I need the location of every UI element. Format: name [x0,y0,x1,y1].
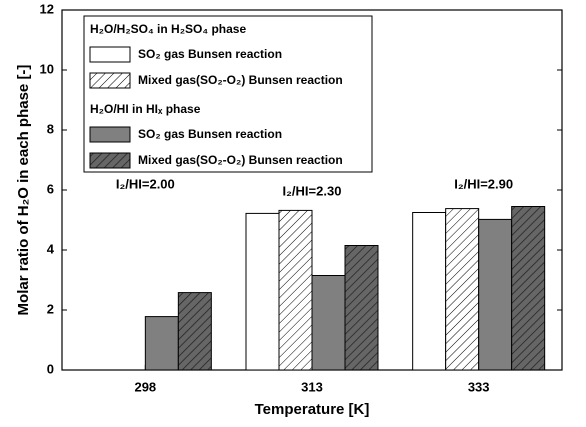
legend-swatch [89,46,131,63]
bar [311,275,346,371]
bar [412,212,447,371]
y-tick-label: 6 [47,181,54,196]
x-axis-title: Temperature [K] [255,401,370,418]
legend-label: SO₂ gas Bunsen reaction [138,47,282,61]
y-axis-title: Molar ratio of H₂O in each phase [-] [15,65,32,316]
legend-group-title: H₂O/H₂SO₄ in H₂SO₄ phase [90,22,246,36]
x-tick-label: 298 [134,379,156,394]
legend-box [83,15,373,173]
y-tick-label: 2 [47,301,54,316]
bar [245,212,280,371]
bar [344,245,379,371]
bar [144,316,179,371]
y-tick-label: 4 [47,241,55,256]
x-tick-label: 333 [468,379,490,394]
legend-swatch [89,152,131,169]
legend-group-title: H₂O/HI in HIₓ phase [90,102,201,116]
annotation: I₂/HI=2.00 [116,176,175,191]
annotation: I₂/HI=2.30 [283,183,342,198]
legend-swatch [89,126,131,143]
legend-label: Mixed gas(SO₂-O₂) Bunsen reaction [138,73,343,87]
bar [511,206,546,371]
y-tick-label: 8 [47,121,54,136]
bar [445,208,480,371]
annotation: I₂/HI=2.90 [454,176,513,191]
y-tick-label: 10 [40,61,54,76]
bar [478,218,513,371]
legend-label: Mixed gas(SO₂-O₂) Bunsen reaction [138,153,343,167]
y-tick-label: 0 [47,361,54,376]
x-tick-label: 313 [301,379,323,394]
bar [278,209,313,371]
bar [177,292,212,371]
legend-label: SO₂ gas Bunsen reaction [138,127,282,141]
legend-swatch [89,72,131,89]
y-tick-label: 12 [40,1,54,16]
